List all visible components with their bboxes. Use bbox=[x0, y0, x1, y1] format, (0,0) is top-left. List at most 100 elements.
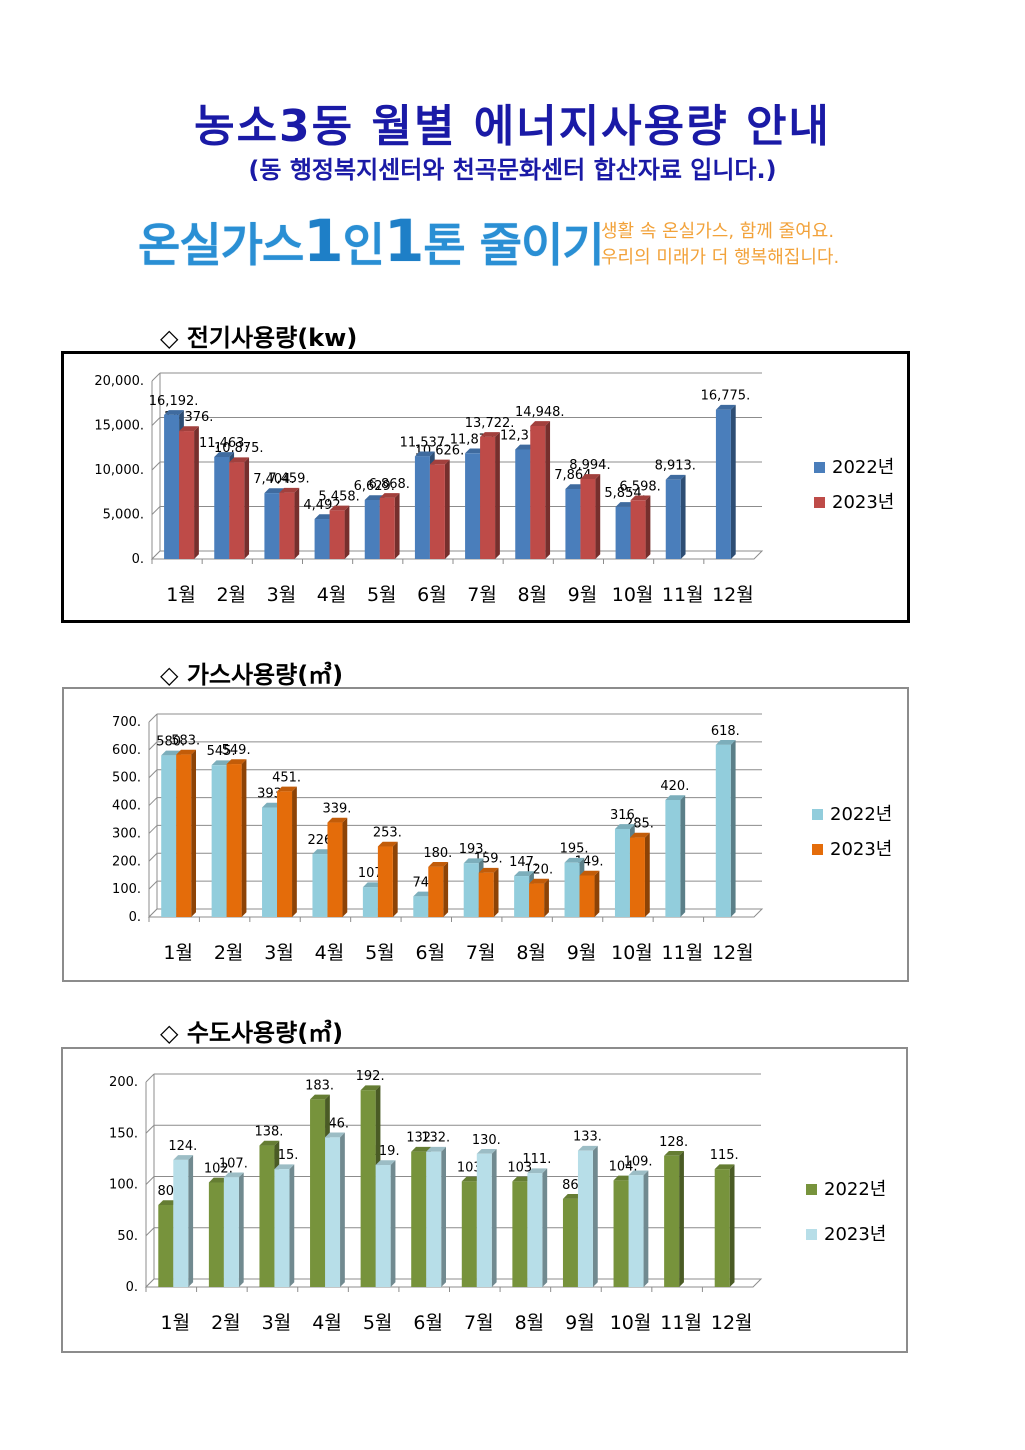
bar-top bbox=[259, 1140, 280, 1146]
bar-top bbox=[173, 1155, 194, 1160]
bar-electric-2023년-8월 bbox=[530, 421, 551, 559]
gas-section-label: ◇ 가스사용량(㎥) bbox=[160, 661, 344, 689]
bar-front bbox=[476, 1153, 492, 1287]
data-label: 104. bbox=[609, 1159, 638, 1174]
bar-electric-2023년-1월 bbox=[179, 426, 199, 559]
data-label: 7,404. bbox=[253, 472, 294, 487]
y-tick-label: 100. bbox=[112, 882, 141, 897]
data-label: 6,629. bbox=[354, 479, 395, 494]
data-label: 6,598. bbox=[619, 479, 660, 494]
bar-front bbox=[429, 464, 445, 559]
bar-side bbox=[544, 878, 549, 917]
legend-label: 2023년 bbox=[830, 839, 892, 860]
bar-side bbox=[244, 457, 250, 559]
bar-front bbox=[208, 1182, 224, 1287]
gas-chart-svg: 0. 100. 200. 300. 400. 500. 600. 700. 580.583. 54… bbox=[112, 713, 892, 964]
x-tick-label: 8월 bbox=[516, 942, 546, 964]
bar-electric-2023년-7월 bbox=[480, 432, 500, 559]
x-tick-label: 12월 bbox=[712, 584, 754, 606]
x-tick-label: 3월 bbox=[267, 584, 297, 606]
y-tick-label: 50. bbox=[117, 1229, 138, 1244]
bar-top bbox=[465, 448, 485, 454]
bar-water-2023년-1월 bbox=[173, 1155, 194, 1287]
legend-swatch bbox=[806, 1229, 817, 1240]
data-label: 16,775. bbox=[701, 389, 751, 404]
y-tick-label: 600. bbox=[112, 743, 141, 758]
bar-top bbox=[413, 891, 434, 897]
x-tick-label: 6월 bbox=[413, 1312, 443, 1334]
x-tick-label: 7월 bbox=[466, 942, 496, 964]
bar-water-2023년-10월 bbox=[628, 1170, 649, 1287]
data-label: 5,458. bbox=[318, 489, 359, 504]
bar-water-2023년-9월 bbox=[577, 1145, 598, 1287]
bar-electric-2023년-10월 bbox=[630, 495, 651, 559]
campaign-one-2: 1 bbox=[383, 207, 424, 275]
y-tick-label: 20,000. bbox=[94, 374, 144, 389]
bar-top bbox=[211, 760, 232, 766]
bar-top bbox=[277, 786, 297, 792]
bar-side bbox=[595, 474, 601, 559]
data-label: 183. bbox=[305, 1078, 334, 1093]
bar-electric-2023년-4월 bbox=[329, 505, 350, 559]
bar-front bbox=[226, 764, 242, 917]
bar-front bbox=[664, 1155, 680, 1287]
data-label: 138. bbox=[254, 1125, 283, 1140]
bar-water-2023년-8월 bbox=[527, 1168, 548, 1287]
y-tick-label: 700. bbox=[112, 715, 141, 730]
data-label: 132. bbox=[421, 1131, 450, 1146]
bar-front bbox=[615, 506, 631, 559]
bar-top bbox=[615, 502, 636, 507]
y-tick-label: 300. bbox=[112, 826, 141, 841]
bar-top bbox=[325, 1132, 345, 1138]
bar-front bbox=[630, 500, 646, 559]
gridline-diag bbox=[145, 1176, 155, 1185]
bar-front bbox=[379, 497, 395, 559]
bar-top bbox=[164, 410, 184, 415]
bar-top bbox=[176, 749, 197, 755]
data-label: 133. bbox=[573, 1130, 602, 1145]
bar-top bbox=[665, 795, 686, 800]
bar-water-2022년-12월 bbox=[714, 1164, 735, 1287]
bar-gas-2022년-11월 bbox=[665, 795, 686, 917]
bar-top bbox=[565, 484, 586, 490]
bar-front bbox=[480, 436, 496, 559]
bar-gas-2023년-6월 bbox=[428, 862, 449, 917]
y-tick-label: 0. bbox=[129, 910, 141, 925]
bar-front bbox=[515, 449, 531, 559]
water-chart-svg: 0. 50. 100. 150. 200. 80. 124. 102.107. 138. 115.… bbox=[109, 1069, 886, 1334]
bar-top bbox=[665, 474, 686, 480]
bar-top bbox=[229, 457, 250, 463]
slogan-line-2: 우리의 미래가 더 행복해집니다. bbox=[601, 247, 840, 268]
bar-front bbox=[223, 1177, 239, 1287]
bar-top bbox=[428, 862, 449, 867]
legend-swatch bbox=[814, 462, 825, 473]
x-tick-label: 2월 bbox=[211, 1312, 241, 1334]
bar-top bbox=[478, 867, 499, 873]
x-tick-label: 11월 bbox=[662, 942, 704, 964]
campaign-slogan: 생활 속 온실가스, 함께 줄여요. 우리의 미래가 더 행복해집니다. bbox=[601, 219, 839, 271]
bar-front bbox=[564, 862, 580, 917]
data-label: 11,463. bbox=[199, 436, 249, 451]
y-tick-label: 200. bbox=[112, 854, 141, 869]
bar-water-2022년-11월 bbox=[664, 1151, 684, 1287]
data-label: 80. bbox=[157, 1184, 178, 1199]
bar-side bbox=[394, 493, 400, 559]
bar-top bbox=[562, 1194, 583, 1199]
gridline-diag bbox=[148, 797, 158, 806]
x-tick-label: 4월 bbox=[312, 1312, 342, 1334]
campaign-one-1: 1 bbox=[303, 207, 343, 275]
plot-area: 0. 50. 100. 150. 200. bbox=[109, 1073, 763, 1295]
bar-front bbox=[229, 462, 245, 559]
data-label: 130. bbox=[472, 1133, 501, 1148]
bar-front bbox=[259, 1145, 275, 1287]
bar-front bbox=[512, 1181, 528, 1287]
data-label: 180. bbox=[423, 846, 452, 861]
x-tick-label: 7월 bbox=[467, 584, 497, 606]
bar-front bbox=[329, 510, 345, 559]
y-tick-label: 15,000. bbox=[94, 419, 144, 434]
bar-front bbox=[613, 1180, 629, 1287]
x-tick-label: 1월 bbox=[161, 1312, 191, 1334]
bar-side bbox=[644, 832, 650, 917]
bar-front bbox=[362, 887, 378, 917]
x-tick-label: 7월 bbox=[464, 1312, 494, 1334]
